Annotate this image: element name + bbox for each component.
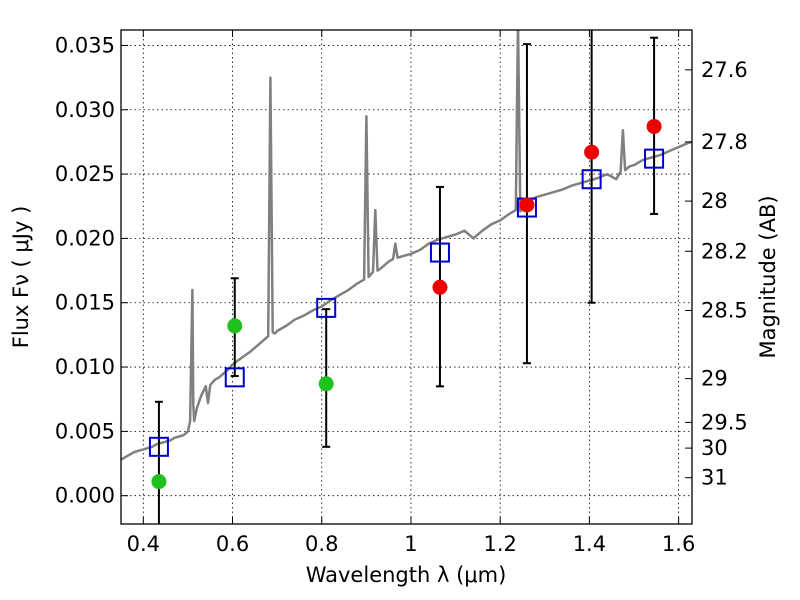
y-tick-label: 0.005 xyxy=(55,419,115,443)
magnitude-tick-label: 28.5 xyxy=(701,298,748,322)
green-point xyxy=(227,318,243,334)
y-tick-label: 0.035 xyxy=(55,33,115,57)
y-axis-ticks: 0.000 0.005 0.010 0.015 0.020 0.025 0.030 0.035 xyxy=(55,33,128,508)
model-points xyxy=(148,148,665,457)
y-tick-label: 0.010 xyxy=(55,355,115,379)
x-tick-label: 0.6 xyxy=(216,532,249,556)
y-tick-label: 0.020 xyxy=(55,226,115,250)
x-tick-label: 1.2 xyxy=(483,532,516,556)
model-point xyxy=(148,436,169,457)
magnitude-axis-label: Magnitude (AB) xyxy=(756,195,780,358)
magnitude-axis-ticks: 27.6 27.8 28 28.2 28.5 29 29.530 31 xyxy=(685,58,748,490)
spectrum-line xyxy=(121,30,692,461)
model-point xyxy=(224,367,245,388)
x-axis-label: Wavelength λ (μm) xyxy=(306,563,507,587)
x-tick-label: 1 xyxy=(404,532,417,556)
plot-frame xyxy=(120,29,693,525)
magnitude-tick-label: 27.6 xyxy=(701,58,748,82)
y-axis-label: Flux Fν ( μJy ) xyxy=(9,206,33,349)
red-point xyxy=(432,279,448,295)
red-points xyxy=(432,118,662,295)
red-point xyxy=(584,144,600,160)
x-tick-label: 0.4 xyxy=(127,532,160,556)
error-bar xyxy=(154,400,163,524)
x-axis-ticks: 0.4 0.6 0.8 1 1.2 1.4 1.6 xyxy=(127,30,695,556)
y-tick-label: 0.015 xyxy=(55,291,115,315)
x-tick-label: 1.4 xyxy=(573,532,606,556)
grid-lines xyxy=(121,30,692,524)
model-point xyxy=(581,169,602,190)
green-point xyxy=(318,376,334,392)
magnitude-tick-label: 27.8 xyxy=(701,130,748,154)
model-point xyxy=(316,297,337,318)
x-tick-label: 0.8 xyxy=(305,532,338,556)
green-points xyxy=(151,318,334,490)
magnitude-tick-label: 29.5 xyxy=(701,410,748,434)
green-point xyxy=(151,474,167,490)
error-bars xyxy=(154,30,659,524)
model-point xyxy=(429,242,450,263)
magnitude-tick-label: 31 xyxy=(701,466,728,490)
model-point xyxy=(644,148,665,169)
magnitude-tick-label: 28 xyxy=(701,189,728,213)
magnitude-tick-label: 29 xyxy=(701,367,728,391)
error-bar xyxy=(587,30,596,304)
y-tick-label: 0.000 xyxy=(55,484,115,508)
y-tick-label: 0.025 xyxy=(55,162,115,186)
red-point xyxy=(519,197,535,213)
y-tick-label: 0.030 xyxy=(55,98,115,122)
magnitude-tick-label: 28.2 xyxy=(701,239,748,263)
magnitude-tick-label: 30 xyxy=(701,436,728,460)
red-point xyxy=(646,118,662,134)
x-tick-label: 1.6 xyxy=(662,532,695,556)
